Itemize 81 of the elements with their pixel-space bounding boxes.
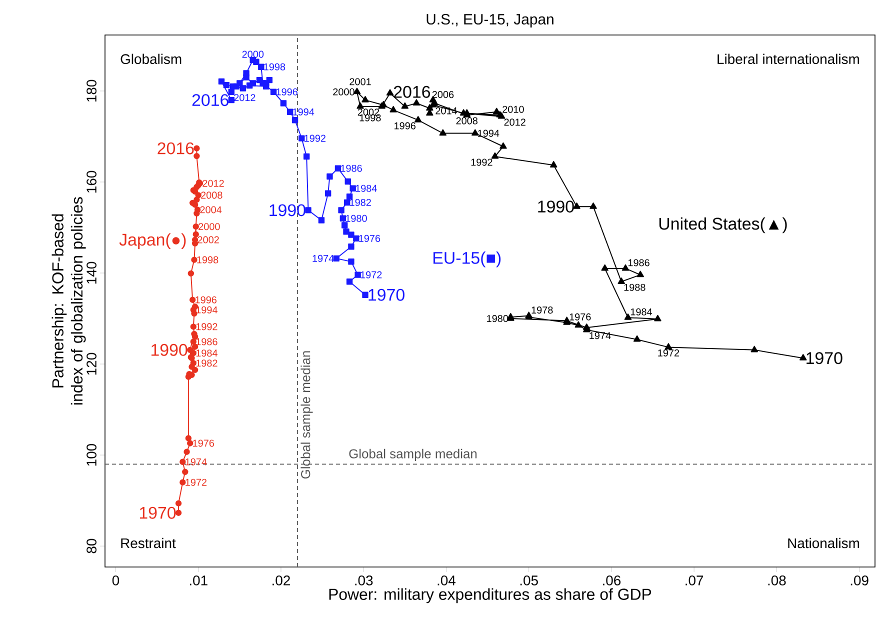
x-tick-label: 0 xyxy=(112,576,120,586)
annotation: 1970 xyxy=(140,506,176,519)
y-tick-label: 160 xyxy=(86,170,96,193)
annotation: 1982 xyxy=(350,198,371,206)
annotation: 1976 xyxy=(359,234,380,242)
annotation: Nationalism xyxy=(788,538,859,548)
chart-title: U.S., EU-15, Japan xyxy=(426,14,554,28)
annotation: 1984 xyxy=(630,308,652,316)
annotation: 1988 xyxy=(624,284,646,291)
annotation: 2016 xyxy=(394,86,430,98)
annotation: 1994 xyxy=(196,306,218,314)
y-axis-title: Partnership: KOF-based index of globalization policies xyxy=(52,197,86,404)
y-tick-label: 80 xyxy=(86,538,96,554)
annotation: 1996 xyxy=(276,88,298,96)
annotation: Globalism xyxy=(120,54,182,64)
annotation: 2000 xyxy=(198,223,220,230)
annotation: 1986 xyxy=(628,259,650,266)
x-tick-label: .01 xyxy=(190,576,208,586)
ref-line-label: Global sample median xyxy=(349,448,477,461)
annotation: 2001 xyxy=(350,78,371,86)
annotation: 2012 xyxy=(202,180,224,187)
annotation: 2000 xyxy=(333,88,354,96)
annotation: 1972 xyxy=(186,478,207,486)
annotation: 2004 xyxy=(200,206,222,214)
annotation: 1970 xyxy=(368,288,404,301)
annotation: 1986 xyxy=(196,338,218,346)
ref-line-label: Global sample median xyxy=(300,351,313,479)
text: United States(▲) xyxy=(659,217,787,234)
annotation: 1998 xyxy=(264,63,286,70)
annotation: 1992 xyxy=(471,158,492,166)
annotation: 2012 xyxy=(504,118,526,126)
annotation: 1974 xyxy=(312,254,334,262)
annotation: 1996 xyxy=(394,122,416,130)
annotation: 1980 xyxy=(346,214,367,222)
series-label: Japan(●) xyxy=(119,233,186,250)
annotation: 1990 xyxy=(152,344,188,356)
annotation: 1970 xyxy=(806,352,842,364)
annotation: 1982 xyxy=(196,360,218,367)
annotation: 2012 xyxy=(234,94,256,102)
annotation: 1972 xyxy=(658,349,680,356)
y-tick-label: 180 xyxy=(86,80,96,102)
annotation: 2010 xyxy=(502,106,524,113)
annotation: 1998 xyxy=(360,114,381,122)
annotation: 1976 xyxy=(193,440,214,447)
annotation: 2002 xyxy=(358,108,380,116)
annotation: 1974 xyxy=(186,458,207,466)
annotation: 1980 xyxy=(487,314,508,322)
annotation: 1990 xyxy=(538,200,574,213)
annotation: Liberal internationalism xyxy=(718,54,859,64)
annotation: 2008 xyxy=(201,192,222,199)
annotation: 1992 xyxy=(304,134,326,142)
annotation: 1976 xyxy=(570,313,591,320)
x-tick-label: .09 xyxy=(850,576,868,586)
x-tick-label: .07 xyxy=(686,576,704,586)
annotation: 1994 xyxy=(293,108,314,116)
x-axis-title: Power: military expenditures as share of GDP xyxy=(329,588,652,604)
x-tick-label: .05 xyxy=(520,576,538,586)
y-tick-label: 120 xyxy=(86,352,96,375)
x-tick-label: .02 xyxy=(272,576,290,586)
annotation: 1998 xyxy=(197,256,218,264)
annotation: 1978 xyxy=(532,306,553,314)
annotation: 1994 xyxy=(478,130,500,137)
y-tick-label: 100 xyxy=(86,444,96,466)
annotation: 2006 xyxy=(432,91,454,98)
annotation: 2000 xyxy=(242,50,264,58)
annotation: 1986 xyxy=(340,164,362,172)
x-tick-label: .03 xyxy=(355,576,373,586)
annotation: 2002 xyxy=(198,236,219,244)
annotation: 2016 xyxy=(158,142,194,154)
annotation: Restraint xyxy=(121,538,176,548)
annotation: 2016 xyxy=(192,94,228,106)
x-tick-label: .08 xyxy=(768,576,786,586)
annotation: 1996 xyxy=(196,296,216,304)
annotation: 2008 xyxy=(456,117,478,124)
text: EU-15(■) xyxy=(434,251,501,268)
x-tick-label: .04 xyxy=(438,576,456,586)
annotation: 1974 xyxy=(590,332,611,340)
x-tick-label: .06 xyxy=(603,576,621,586)
annotation: 1984 xyxy=(196,350,218,357)
y-tick-label: 140 xyxy=(86,262,96,284)
annotation: 1992 xyxy=(196,323,218,330)
